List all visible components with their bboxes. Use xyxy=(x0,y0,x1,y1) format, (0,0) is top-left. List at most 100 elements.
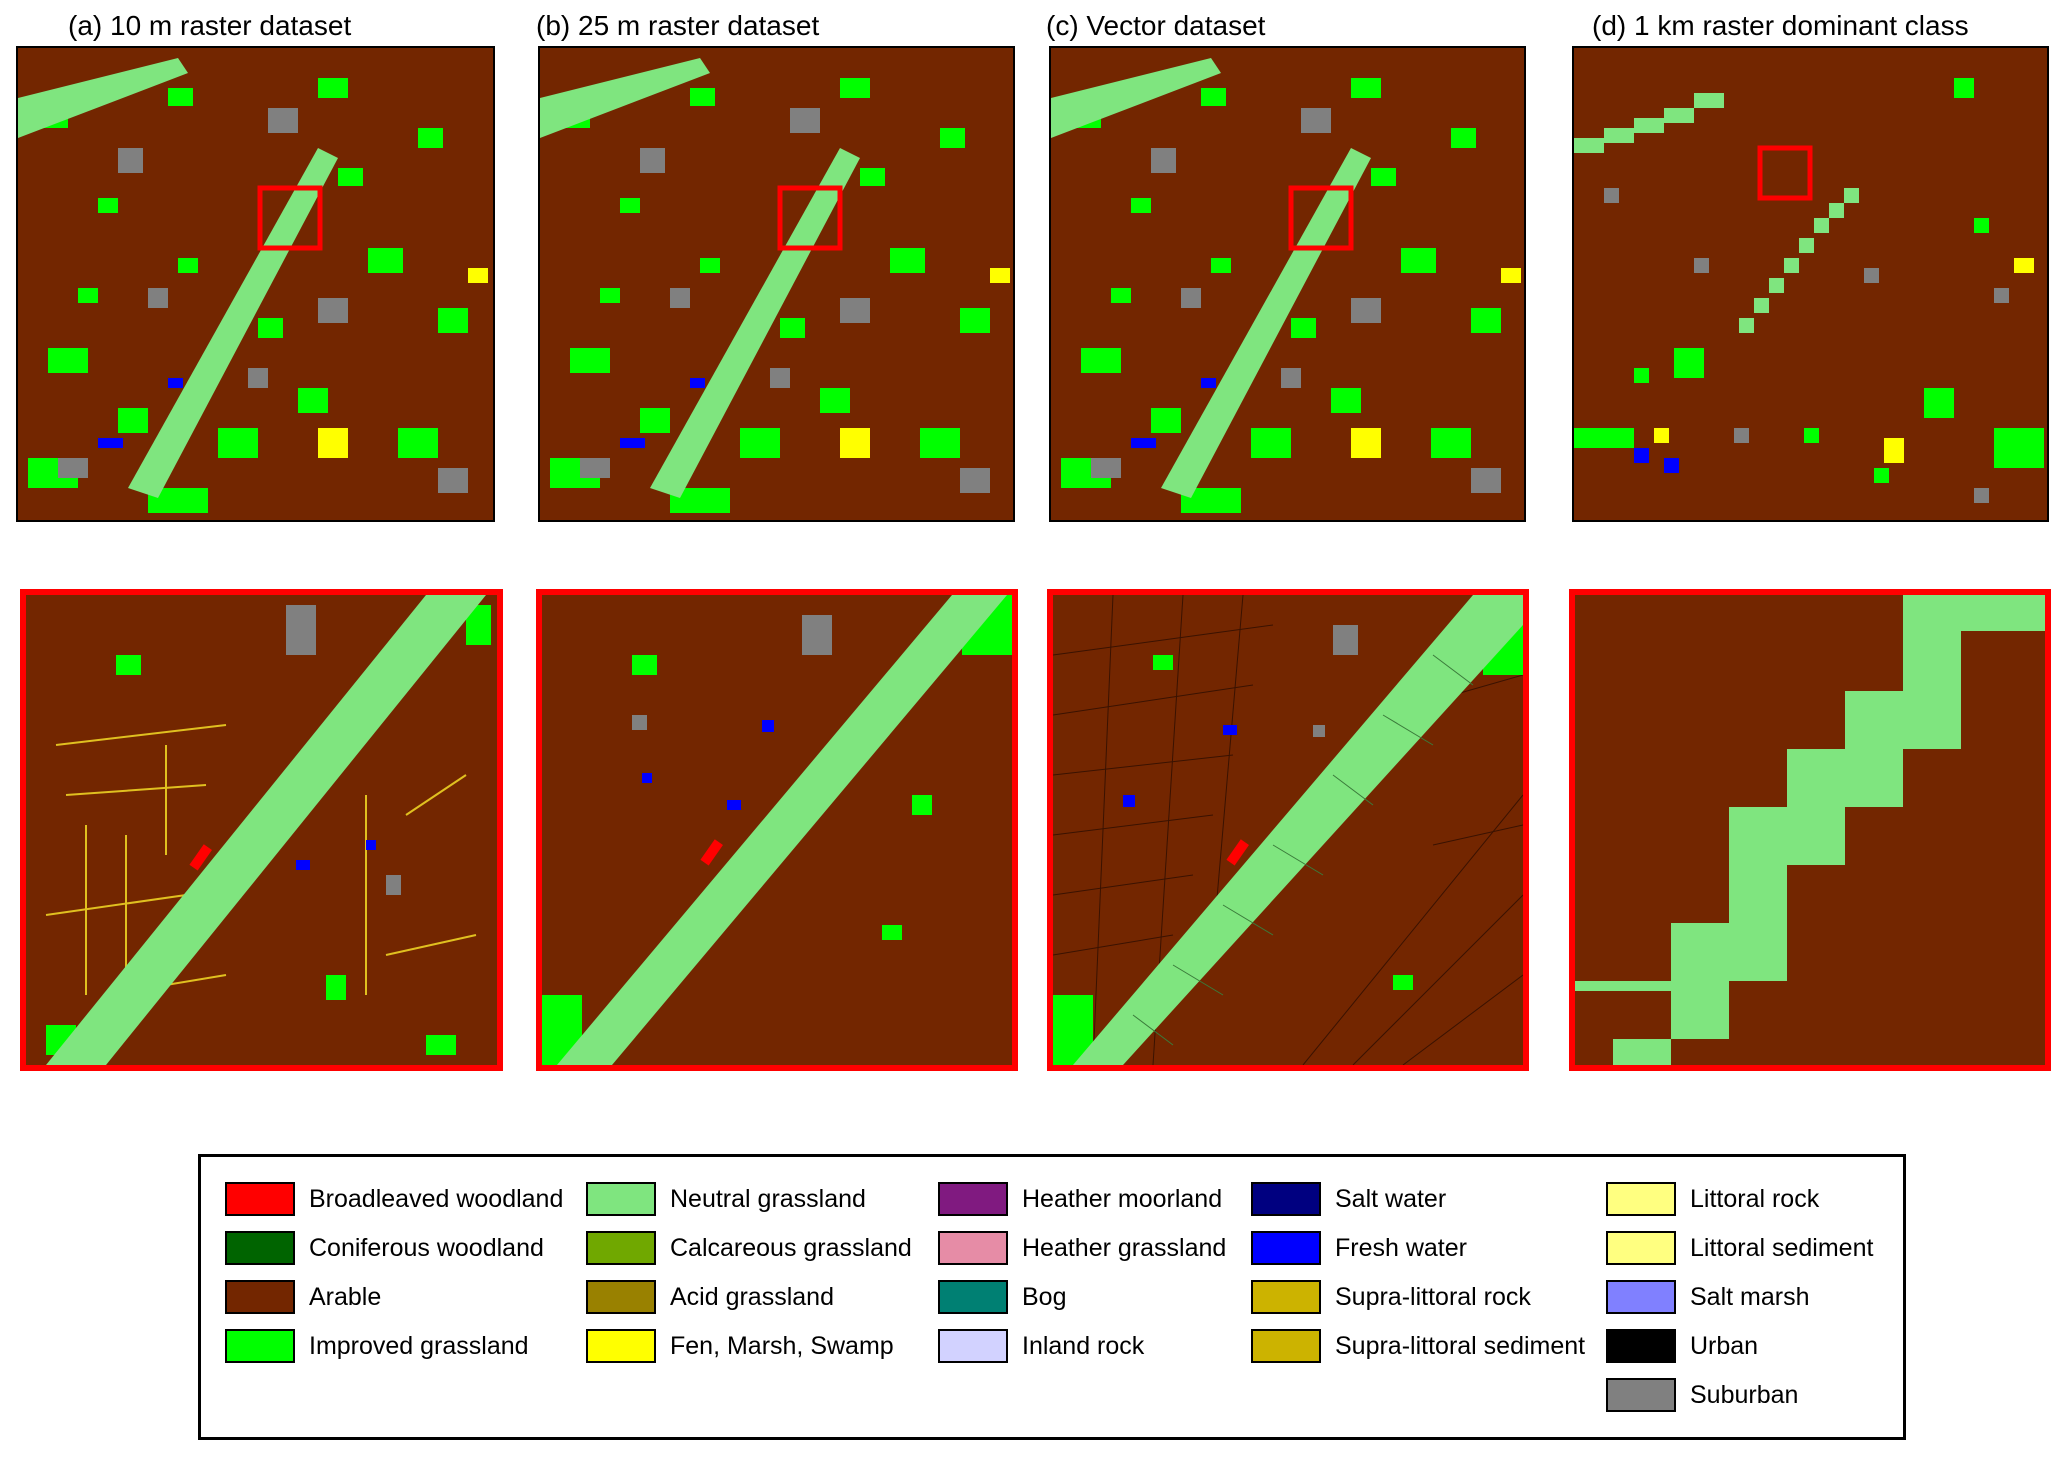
water-patches xyxy=(1131,378,1216,448)
suburban-patches xyxy=(632,615,832,730)
fresh-water-patch xyxy=(727,800,741,810)
legend-label: Improved grassland xyxy=(309,1331,529,1360)
legend-swatch xyxy=(225,1231,295,1265)
water-patches xyxy=(98,378,183,448)
legend-label: Littoral sediment xyxy=(1690,1233,1874,1262)
legend-label: Salt marsh xyxy=(1690,1282,1810,1311)
fen-marsh-patches xyxy=(318,268,488,458)
panel-d-title: (d) 1 km raster dominant class xyxy=(1592,10,1969,41)
legend-label: Neutral grassland xyxy=(670,1184,866,1213)
legend-label: Heather moorland xyxy=(1022,1184,1223,1213)
legend-label: Bog xyxy=(1022,1282,1067,1311)
legend-item: Salt water xyxy=(1251,1181,1446,1217)
map-canvas xyxy=(542,595,1012,1065)
map-canvas xyxy=(1574,48,2047,520)
legend-item: Heather grassland xyxy=(938,1230,1226,1266)
fresh-water-patch xyxy=(296,860,310,870)
map-canvas xyxy=(18,48,493,520)
legend-swatch xyxy=(1606,1280,1676,1314)
legend-label: Littoral rock xyxy=(1690,1184,1820,1213)
neutral-grassland-band xyxy=(46,595,486,1065)
map-canvas xyxy=(1053,595,1523,1065)
neutral-grassland-band xyxy=(1073,595,1523,1065)
broadleaved-patch xyxy=(189,844,212,871)
fresh-water-patch xyxy=(366,840,376,850)
map-10m-raster-overview xyxy=(16,46,495,522)
neutral-grassland-strip xyxy=(1051,58,1221,138)
fresh-water-patch xyxy=(1223,725,1237,735)
legend-label: Suburban xyxy=(1690,1380,1799,1409)
legend-swatch xyxy=(938,1231,1008,1265)
map-10m-raster-zoom xyxy=(20,589,503,1071)
panel-c-title: (c) Vector dataset xyxy=(1046,10,1266,41)
improved-grassland-cells xyxy=(1574,78,2044,483)
neutral-grassland-strip xyxy=(540,58,710,138)
map-canvas xyxy=(1051,48,1524,520)
legend-swatch xyxy=(586,1280,656,1314)
zoom-extent-box xyxy=(1757,145,1813,201)
legend-item: Suburban xyxy=(1606,1377,1798,1413)
legend-swatch xyxy=(225,1280,295,1314)
legend-swatch xyxy=(1606,1182,1676,1216)
legend-item: Littoral sediment xyxy=(1606,1230,1873,1266)
legend-label: Inland rock xyxy=(1022,1331,1145,1360)
legend-item: Inland rock xyxy=(938,1328,1144,1364)
map-1km-dominant-zoom xyxy=(1569,589,2051,1071)
grassland-parcel-lines xyxy=(1132,654,1474,1046)
neutral-grassland-band xyxy=(128,148,338,498)
legend-label: Acid grassland xyxy=(670,1282,834,1311)
legend-item: Littoral rock xyxy=(1606,1181,1819,1217)
suburban-patches xyxy=(1313,625,1358,737)
legend-swatch xyxy=(1251,1231,1321,1265)
legend-swatch xyxy=(586,1231,656,1265)
legend-swatch xyxy=(1606,1231,1676,1265)
fresh-water-patch xyxy=(1123,795,1135,807)
legend-swatch xyxy=(1251,1329,1321,1363)
legend-label: Calcareous grassland xyxy=(670,1233,912,1262)
legend-item: Acid grassland xyxy=(586,1279,834,1315)
zoom-extent-box xyxy=(777,185,843,251)
suburban-patches xyxy=(58,108,468,493)
legend-swatch xyxy=(938,1182,1008,1216)
legend-item: Improved grassland xyxy=(225,1328,529,1364)
fen-marsh-patches xyxy=(840,268,1010,458)
grassland-patches xyxy=(1061,78,1501,513)
map-canvas xyxy=(540,48,1013,520)
map-25m-raster-zoom xyxy=(536,589,1018,1071)
legend-label: Supra-littoral sediment xyxy=(1335,1331,1586,1360)
map-25m-raster-overview xyxy=(538,46,1015,522)
water-patches xyxy=(620,378,705,448)
legend-swatch xyxy=(586,1182,656,1216)
grassland-patches xyxy=(46,605,491,1055)
legend-item: Urban xyxy=(1606,1328,1758,1364)
legend-label: Urban xyxy=(1690,1331,1759,1360)
neutral-grassland-band xyxy=(1161,148,1371,498)
map-vector-zoom xyxy=(1047,589,1529,1071)
legend-label: Supra-littoral rock xyxy=(1335,1282,1531,1311)
legend: Broadleaved woodland Coniferous woodland A… xyxy=(198,1154,1906,1440)
zoom-extent-box xyxy=(1288,185,1354,251)
legend-item: Fresh water xyxy=(1251,1230,1467,1266)
neutral-grassland-band xyxy=(557,595,1007,1065)
legend-swatch xyxy=(225,1329,295,1363)
broadleaved-patch xyxy=(1226,839,1249,866)
legend-swatch xyxy=(1606,1378,1676,1412)
map-vector-overview xyxy=(1049,46,1526,522)
zoom-extent-box xyxy=(257,185,323,251)
neutral-grassland-cells xyxy=(1575,595,2045,1065)
legend-item: Supra-littoral rock xyxy=(1251,1279,1531,1315)
map-1km-dominant-overview xyxy=(1572,46,2049,522)
suburban-patches xyxy=(286,605,401,895)
legend-item: Supra-littoral sediment xyxy=(1251,1328,1585,1364)
legend-label: Heather grassland xyxy=(1022,1233,1227,1262)
legend-item: Neutral grassland xyxy=(586,1181,866,1217)
legend-swatch xyxy=(938,1280,1008,1314)
legend-item: Heather moorland xyxy=(938,1181,1222,1217)
legend-label: Salt water xyxy=(1335,1184,1447,1213)
fen-marsh-patches xyxy=(1351,268,1521,458)
suburban-cells xyxy=(1604,188,2009,503)
fresh-water-patch xyxy=(762,720,774,732)
legend-swatch xyxy=(1251,1182,1321,1216)
legend-swatch xyxy=(938,1329,1008,1363)
legend-label: Fen, Marsh, Swamp xyxy=(670,1331,894,1360)
